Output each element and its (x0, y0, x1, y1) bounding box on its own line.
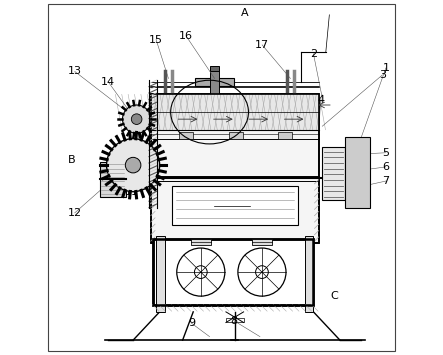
Bar (252, 239, 272, 245)
Text: 4: 4 (317, 95, 324, 105)
Text: 1: 1 (382, 63, 389, 73)
Bar (191, 239, 211, 245)
Circle shape (125, 157, 141, 173)
Bar (152, 239, 314, 305)
Bar (210, 68, 219, 94)
Bar (151, 94, 319, 243)
Text: 11: 11 (124, 187, 138, 197)
Bar (152, 239, 314, 305)
Text: 12: 12 (68, 208, 82, 218)
Text: 14: 14 (101, 77, 116, 87)
Text: B: B (67, 155, 75, 165)
Bar (172, 186, 298, 225)
Circle shape (122, 105, 151, 133)
Bar (210, 66, 219, 71)
Text: 3: 3 (379, 70, 386, 80)
Bar (322, 147, 345, 201)
Text: 7: 7 (382, 176, 389, 186)
Text: A: A (241, 8, 248, 18)
Bar (229, 132, 243, 138)
Text: 2: 2 (310, 49, 317, 59)
Bar (345, 137, 370, 208)
Bar (100, 162, 126, 197)
Bar (179, 132, 193, 138)
Bar (226, 318, 244, 322)
Bar (151, 94, 319, 243)
Text: 5: 5 (382, 148, 389, 158)
Bar (278, 132, 292, 138)
Text: 15: 15 (149, 34, 163, 45)
Text: 6: 6 (382, 162, 389, 172)
Text: 8: 8 (230, 316, 237, 326)
Bar (305, 236, 314, 312)
Text: 13: 13 (68, 66, 82, 76)
Circle shape (131, 114, 142, 125)
Text: 16: 16 (179, 31, 193, 41)
Bar (151, 94, 319, 130)
Circle shape (107, 138, 159, 192)
Bar (156, 236, 165, 312)
Text: 9: 9 (188, 318, 195, 328)
Text: C: C (331, 291, 338, 301)
Text: 17: 17 (255, 40, 269, 50)
Bar (195, 78, 234, 86)
